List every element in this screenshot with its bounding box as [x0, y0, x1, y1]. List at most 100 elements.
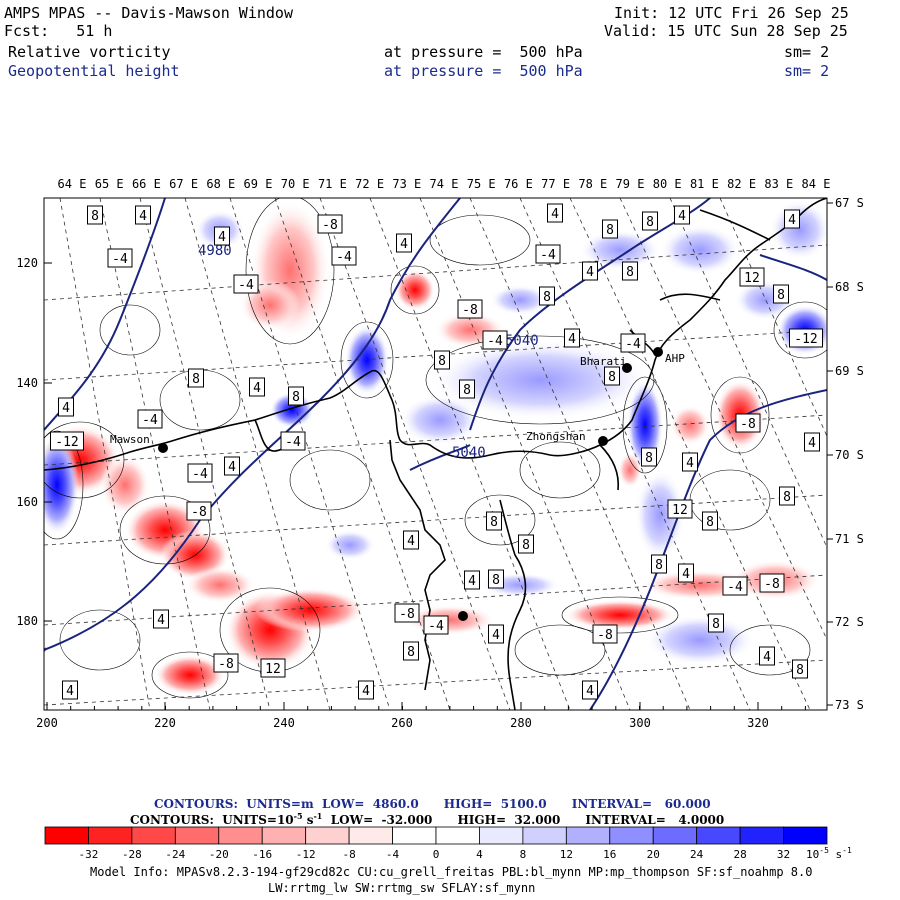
vorticity-label-box — [396, 233, 412, 253]
colorbar-segment — [739, 826, 784, 845]
colorbar-segment — [522, 826, 567, 845]
vorticity-label-box — [564, 328, 580, 348]
vorticity-label-box — [722, 576, 748, 596]
vorticity-label-box — [317, 214, 343, 234]
vorticity-label-box — [651, 554, 667, 574]
vorticity-contour-labels: 8 4 -4 4 -4 -8 -4 4 4 8 8 4 4 -4 4 8 12 8 -8 -4 8 4 -4 -12 8 8 4 8 8… — [50, 203, 823, 700]
vorticity-label-value: 8 — [192, 372, 200, 387]
vorticity-label-value: -4 — [238, 278, 254, 293]
vorticity-label-value: 8 — [91, 209, 99, 224]
forecast-label-text: Fcst: — [4, 22, 50, 40]
vorticity-label-box — [87, 205, 103, 225]
right-lat-label: 72 S — [835, 615, 864, 629]
top-lon-label: 68 E — [206, 177, 235, 191]
vorticity-label-value: -8 — [764, 577, 780, 592]
bottom-x-label: 320 — [747, 716, 769, 730]
height-label-4980: 4980 — [198, 243, 232, 259]
vorticity-label-value: 8 — [645, 451, 653, 466]
model-info-line2: LW:rrtmg_lw SW:rrtmg_sw SFLAY:sf_mynn — [268, 881, 536, 895]
vorticity-label-box — [358, 680, 374, 700]
mawson-label: Mawson — [110, 433, 150, 446]
vorticity-label-box — [518, 534, 534, 554]
valid-time: Valid: 15 UTC Sun 28 Sep 25 — [604, 22, 848, 40]
vorticity-label-box — [153, 609, 169, 629]
vorticity-label-value: -8 — [740, 417, 756, 432]
colorbar-segment — [261, 826, 307, 845]
field1-pressure: at pressure = 500 hPa — [384, 43, 583, 61]
colorbar-tick-label: 28 — [733, 848, 746, 861]
top-lon-label: 64 E — [58, 177, 87, 191]
mawson-station-marker — [158, 443, 168, 453]
vorticity-label-box — [249, 377, 265, 397]
vorticity-label-value: 8 — [626, 265, 634, 280]
vorticity-legend-s: s — [302, 813, 314, 827]
vorticity-label-value: 4 — [218, 230, 226, 245]
vorticity-label-box — [667, 499, 693, 519]
vorticity-label-value: 8 — [463, 383, 471, 398]
vorticity-label-box — [459, 379, 475, 399]
vorticity-label-value: 4 — [678, 209, 686, 224]
vorticity-label-value: -4 — [192, 467, 208, 482]
vorticity-label-value: 8 — [292, 390, 300, 405]
colorbar-tick-label: 8 — [520, 848, 527, 861]
field1-name: Relative vorticity — [8, 43, 171, 61]
colorbar-tick-label: -32 — [79, 848, 99, 861]
vorticity-label-box — [233, 274, 259, 294]
vorticity-label-value: 8 — [706, 515, 714, 530]
vorticity-label-value: -4 — [285, 435, 301, 450]
vorticity-label-box — [622, 261, 638, 281]
vorticity-label-value: 4 — [763, 650, 771, 665]
vorticity-label-box — [678, 563, 694, 583]
colorbar-segment — [88, 826, 133, 845]
vorticity-label-value: 12 — [265, 662, 281, 677]
bottom-x-label: 260 — [391, 716, 413, 730]
vorticity-label-box — [708, 613, 724, 633]
vorticity-label-box — [488, 624, 504, 644]
vorticity-label-value: -8 — [218, 657, 234, 672]
vorticity-label-box — [188, 368, 204, 388]
top-lon-label: 70 E — [281, 177, 310, 191]
top-lon-label: 67 E — [169, 177, 198, 191]
vorticity-label-value: 4 — [139, 209, 147, 224]
colorbar-units-exp2: -1 — [842, 846, 852, 855]
colorbar-segment — [652, 826, 698, 845]
vorticity-label-box — [288, 386, 304, 406]
field2-name: Geopotential height — [8, 62, 180, 80]
colorbar-segment — [174, 826, 220, 845]
vorticity-label-value: 4 — [62, 401, 70, 416]
colorbar-segment — [609, 826, 654, 845]
top-lon-label: 73 E — [392, 177, 421, 191]
vorticity-label-box — [482, 330, 508, 350]
vorticity-label-box — [641, 447, 657, 467]
vorticity-label-value: 4 — [686, 456, 694, 471]
vorticity-label-value: 8 — [646, 215, 654, 230]
zhongshan-station-marker — [598, 436, 608, 446]
vorticity-label-value: 4 — [586, 265, 594, 280]
vorticity-label-value: -4 — [487, 334, 503, 349]
vorticity-label-value: 4 — [66, 684, 74, 699]
vorticity-label-value: 8 — [712, 617, 720, 632]
vorticity-label-box — [457, 299, 483, 319]
davis-station-marker — [458, 611, 468, 621]
vorticity-label-value: 4 — [400, 237, 408, 252]
colorbar-segment — [435, 826, 480, 845]
vorticity-shading — [44, 200, 827, 695]
vorticity-label-value: 12 — [672, 503, 688, 518]
colorbar-tick-label: 20 — [647, 848, 660, 861]
vorticity-label-box — [186, 501, 212, 521]
zhongshan-label: Zhongshan — [526, 430, 586, 443]
colorbar-segment — [348, 826, 393, 845]
vorticity-label-box — [107, 248, 133, 268]
coastline — [44, 198, 827, 710]
bottom-x-label: 280 — [510, 716, 532, 730]
colorbar-units-s: s — [829, 848, 842, 861]
bottom-x-label: 200 — [36, 716, 58, 730]
vorticity-label-value: 12 — [744, 271, 760, 286]
top-lon-label: 72 E — [355, 177, 384, 191]
colorbar-tick-label: 4 — [476, 848, 483, 861]
top-lon-label: 77 E — [541, 177, 570, 191]
vorticity-contours — [44, 198, 827, 699]
vorticity-label-value: 8 — [522, 538, 530, 553]
vorticity-label-box — [535, 244, 561, 264]
vorticity-label-value: 4 — [551, 207, 559, 222]
